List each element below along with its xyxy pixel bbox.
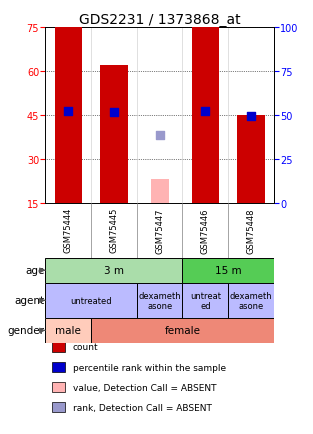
Bar (54, 28, 82, 203)
Bar (237, 116, 265, 203)
Text: female: female (164, 326, 201, 335)
Text: 15 m: 15 m (215, 266, 242, 276)
Text: untreat
ed: untreat ed (190, 291, 221, 310)
Bar (52, 362, 65, 372)
Text: GSM75444: GSM75444 (64, 207, 73, 253)
Bar (228, 283, 274, 318)
Bar (192, 28, 219, 203)
Text: GSM75446: GSM75446 (201, 207, 210, 253)
Bar (100, 66, 128, 203)
Text: age: age (25, 266, 44, 276)
Bar (91, 318, 274, 343)
Point (203, 108, 208, 115)
Title: GDS2231 / 1373868_at: GDS2231 / 1373868_at (79, 13, 240, 27)
Text: count: count (73, 343, 98, 352)
Point (249, 114, 254, 121)
Bar (52, 382, 65, 392)
Text: untreated: untreated (70, 296, 112, 305)
Text: gender: gender (8, 326, 44, 335)
Text: GSM75445: GSM75445 (110, 207, 118, 253)
Bar (137, 283, 182, 318)
Point (66, 108, 71, 115)
Bar (45, 283, 137, 318)
Text: value, Detection Call = ABSENT: value, Detection Call = ABSENT (73, 383, 216, 391)
Text: dexameth
asone: dexameth asone (230, 291, 272, 310)
Text: GSM75448: GSM75448 (247, 207, 255, 253)
Bar (45, 318, 91, 343)
Point (111, 109, 116, 116)
Bar (52, 402, 65, 412)
Text: percentile rank within the sample: percentile rank within the sample (73, 363, 226, 372)
Bar (151, 180, 168, 203)
Bar (182, 258, 274, 283)
Text: male: male (55, 326, 81, 335)
Text: GSM75447: GSM75447 (155, 207, 164, 253)
Text: dexameth
asone: dexameth asone (138, 291, 181, 310)
Bar (52, 342, 65, 352)
Text: rank, Detection Call = ABSENT: rank, Detection Call = ABSENT (73, 403, 212, 411)
Point (157, 133, 162, 140)
Bar (182, 283, 228, 318)
Bar (45, 258, 182, 283)
Text: agent: agent (14, 296, 44, 306)
Text: 3 m: 3 m (104, 266, 124, 276)
